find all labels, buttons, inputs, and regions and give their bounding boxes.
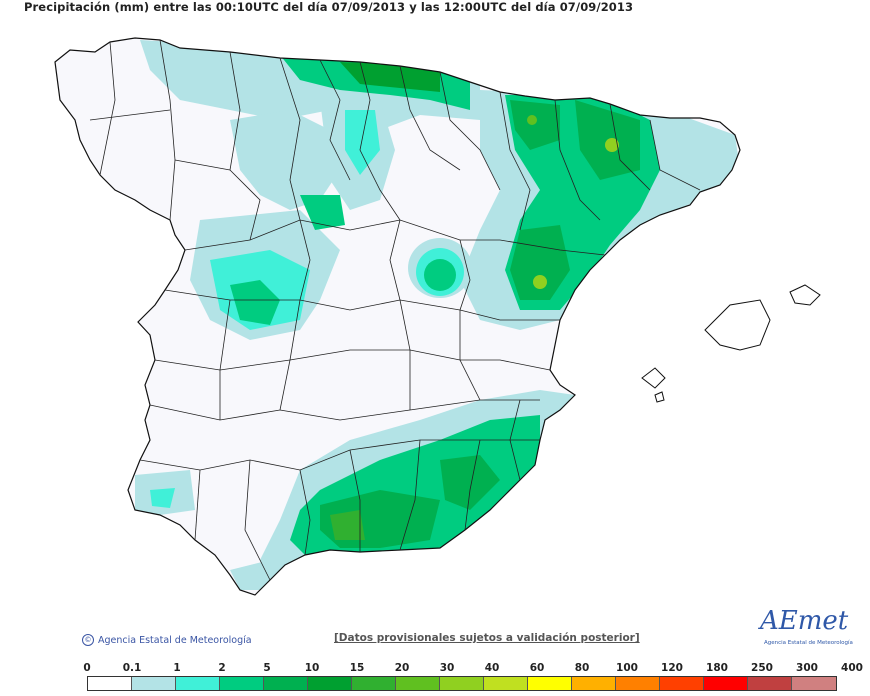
aemet-logo-subtitle: Agencia Estatal de Meteorología [764, 640, 853, 646]
legend-swatch [748, 677, 792, 690]
legend-swatch [132, 677, 176, 690]
legend-swatch [88, 677, 132, 690]
precipitation-map [54, 37, 821, 596]
legend-label: 15 [349, 662, 365, 674]
legend-label: 40 [484, 662, 500, 674]
legend-swatch [792, 677, 836, 690]
legend-label: 60 [529, 662, 545, 674]
legend-label: 30 [439, 662, 455, 674]
legend-swatch [528, 677, 572, 690]
legend-label: 400 [841, 662, 863, 674]
legend-label: 0.1 [122, 662, 142, 674]
legend-swatch [264, 677, 308, 690]
copyright-notice: © Agencia Estatal de Meteorología [82, 634, 252, 646]
legend-swatch [616, 677, 660, 690]
legend-label: 10 [304, 662, 320, 674]
legend-swatch [660, 677, 704, 690]
legend-label: 2 [218, 662, 226, 674]
legend-swatch [308, 677, 352, 690]
legend-label: 120 [661, 662, 683, 674]
legend-swatch [220, 677, 264, 690]
map-title: Precipitación (mm) entre las 00:10UTC de… [24, 0, 634, 14]
copyright-text: Agencia Estatal de Meteorología [98, 634, 252, 646]
legend-label: 1 [173, 662, 181, 674]
legend-swatch [572, 677, 616, 690]
province-boundaries [89, 39, 701, 581]
legend-swatch [352, 677, 396, 690]
legend-swatch [396, 677, 440, 690]
legend-label: 80 [574, 662, 590, 674]
legend-labels: 0 0.1 1 2 5 10 15 20 30 40 60 80 100 120 180 250 300 400 [0, 662, 870, 676]
legend-label: 180 [706, 662, 728, 674]
legend-swatch [704, 677, 748, 690]
balearic-islands [641, 284, 821, 403]
legend-swatch [484, 677, 528, 690]
legend-label: 5 [263, 662, 271, 674]
legend-label: 300 [796, 662, 818, 674]
legend-swatch [440, 677, 484, 690]
legend-label: 0 [83, 662, 91, 674]
legend-swatch [176, 677, 220, 690]
copyright-icon: © [82, 634, 94, 646]
precipitation-areas [55, 38, 740, 595]
legend-label: 250 [751, 662, 773, 674]
spain-outline [54, 37, 741, 596]
legend-label: 20 [394, 662, 410, 674]
disclaimer-text: [Datos provisionales sujetos a validació… [334, 632, 640, 644]
aemet-logo: AEmet [760, 606, 849, 636]
legend-color-bar [87, 676, 837, 691]
legend-label: 100 [616, 662, 638, 674]
